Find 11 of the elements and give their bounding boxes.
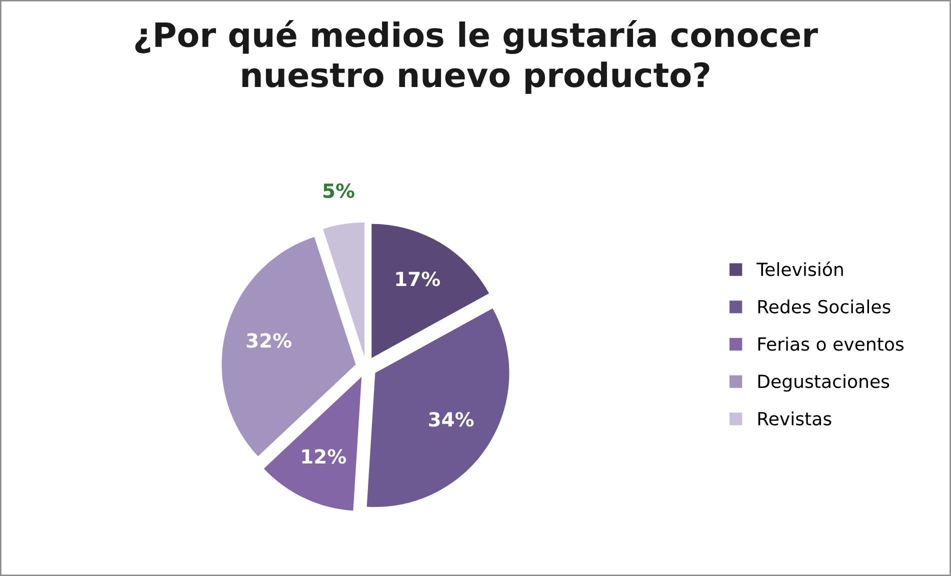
chart-title: ¿Por qué medios le gustaría conocer nuestro nuevo producto? bbox=[135, 20, 818, 94]
legend-label: Revistas bbox=[758, 412, 832, 426]
data-label: 12% bbox=[302, 449, 346, 464]
legend-label: Ferias o eventos bbox=[758, 336, 904, 351]
legend-label: Televisión bbox=[756, 261, 843, 276]
legend-label: Degustaciones bbox=[758, 374, 890, 392]
data-label: 5% bbox=[323, 183, 354, 198]
data-label: 17% bbox=[396, 272, 440, 286]
data-label: 34% bbox=[429, 412, 474, 427]
data-label: 32% bbox=[246, 333, 292, 348]
legend-label: Redes Sociales bbox=[758, 300, 890, 314]
